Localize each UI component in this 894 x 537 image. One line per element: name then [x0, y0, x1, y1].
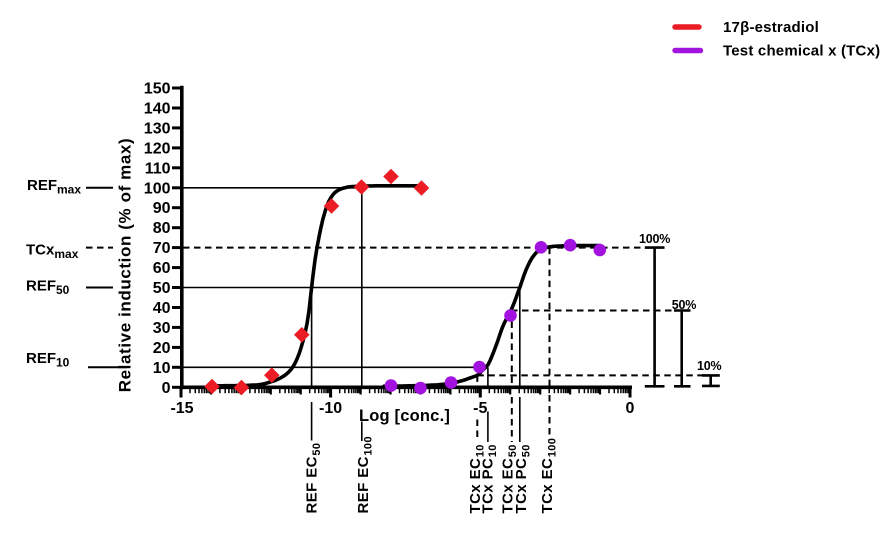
svg-text:40: 40: [153, 300, 171, 317]
svg-text:TCx EC10: TCx EC10: [467, 444, 486, 513]
svg-text:0: 0: [626, 400, 635, 417]
svg-text:80: 80: [153, 220, 171, 237]
svg-text:100%: 100%: [639, 232, 670, 246]
svg-text:30: 30: [153, 320, 171, 337]
svg-text:140: 140: [144, 101, 171, 118]
svg-text:Relative induction (% of max): Relative induction (% of max): [116, 138, 135, 393]
svg-text:REF10: REF10: [26, 350, 70, 370]
svg-text:10: 10: [153, 360, 171, 377]
svg-text:20: 20: [153, 340, 171, 357]
svg-text:150: 150: [144, 81, 171, 98]
svg-text:TCx EC50: TCx EC50: [500, 444, 519, 513]
svg-text:10%: 10%: [697, 359, 722, 373]
svg-text:130: 130: [144, 120, 171, 137]
svg-text:110: 110: [145, 160, 171, 177]
svg-text:100: 100: [144, 180, 171, 197]
svg-text:50: 50: [153, 280, 171, 297]
svg-text:Log [conc.]: Log [conc.]: [359, 407, 450, 425]
svg-text:-15: -15: [170, 400, 193, 417]
svg-text:TCxmax: TCxmax: [26, 242, 79, 262]
svg-text:120: 120: [144, 140, 171, 157]
svg-text:-10: -10: [319, 400, 342, 417]
svg-text:REFmax: REFmax: [27, 177, 81, 197]
svg-text:Test chemical x (TCx): Test chemical x (TCx): [723, 43, 880, 60]
svg-text:50%: 50%: [672, 298, 697, 312]
svg-text:70: 70: [153, 240, 171, 257]
svg-text:-5: -5: [473, 400, 487, 417]
svg-text:REF EC50: REF EC50: [304, 443, 323, 514]
svg-text:TCx PC10: TCx PC10: [480, 444, 499, 513]
svg-text:REF50: REF50: [26, 278, 70, 298]
svg-text:17β-estradiol: 17β-estradiol: [723, 19, 819, 36]
svg-text:0: 0: [162, 380, 171, 397]
svg-text:90: 90: [153, 200, 171, 217]
svg-text:TCx PC50: TCx PC50: [513, 444, 532, 513]
svg-text:60: 60: [153, 260, 171, 277]
